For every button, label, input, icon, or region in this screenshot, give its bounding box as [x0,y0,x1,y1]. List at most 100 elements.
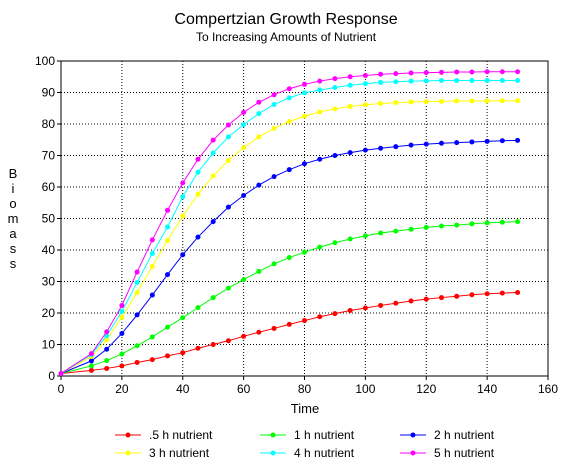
data-point [347,103,353,109]
data-point [347,74,353,80]
data-point [362,147,368,153]
data-point [225,134,231,140]
data-point [378,230,384,236]
data-point [210,295,216,301]
data-point [180,350,186,356]
data-point [484,98,490,104]
data-point [515,69,521,75]
data-point [484,78,490,84]
y-tick-label: 10 [42,338,56,352]
legend-label: 3 h nutrient [149,446,210,460]
y-tick-label: 0 [48,369,55,383]
data-point [149,334,155,340]
series-line [60,80,518,374]
data-point [134,269,140,275]
data-point [104,365,110,371]
data-point [515,219,521,225]
data-point [378,79,384,85]
data-point [423,99,429,105]
series-4 [58,78,521,376]
data-point [134,343,140,349]
data-point [378,145,384,151]
data-point [195,305,201,311]
data-point [302,113,307,119]
data-point [454,98,460,104]
data-point [149,237,155,243]
data-point [317,314,323,320]
data-point [302,161,307,167]
data-point [515,98,521,104]
data-point [393,300,399,306]
data-point [225,285,231,291]
series-line [60,100,518,374]
data-point [286,86,292,92]
data-point [393,144,399,150]
data-point [423,224,429,230]
data-point [104,346,110,352]
data-point [149,250,155,256]
data-point [423,78,429,84]
y-label-char: a [9,226,17,241]
data-point [469,139,475,145]
data-point [362,72,368,78]
data-point [149,263,155,269]
data-point [104,358,110,364]
chart-subtitle: To Increasing Amounts of Nutrient [196,30,377,44]
data-point [271,325,277,331]
y-label-char: i [12,181,15,196]
data-point [408,70,414,76]
series-line [60,292,518,374]
data-point [180,252,186,258]
data-point [438,69,444,75]
data-point [393,100,399,106]
data-point [469,98,475,104]
data-point [408,99,414,105]
data-point [362,305,368,311]
data-point [165,324,171,330]
data-point [286,167,292,173]
data-point [225,158,231,164]
legend-marker [270,450,276,456]
data-point [347,82,353,88]
data-point [499,78,505,84]
data-point [241,277,247,283]
data-point [241,333,247,339]
data-point [408,78,414,84]
legend-marker [410,432,416,438]
data-point [256,134,262,140]
data-point [438,140,444,146]
data-point [332,153,338,158]
y-label-char: o [9,196,16,211]
legend-marker [125,450,131,456]
y-label-char: s [10,256,17,271]
data-point [256,111,262,117]
data-point [286,321,292,327]
data-point [484,138,490,144]
data-point [499,98,505,104]
data-point [438,98,444,104]
data-point [302,81,307,87]
y-tick-label: 80 [42,117,56,131]
data-point [119,351,125,357]
data-point [119,308,125,314]
data-point [347,150,353,156]
y-tick-label: 100 [35,54,55,68]
legend-label: 2 h nutrient [434,428,495,442]
y-tick-label: 70 [42,149,56,163]
data-point [180,213,186,219]
data-point [271,92,277,98]
data-point [332,84,338,90]
data-point [165,238,171,244]
x-tick-label: 160 [538,382,558,396]
data-point [241,109,247,115]
data-point [347,236,353,242]
data-point [149,357,155,363]
series-line [60,71,518,374]
data-point [515,137,521,143]
data-point [469,78,475,84]
legend-marker [270,432,276,438]
data-point [362,233,368,239]
y-tick-label: 20 [42,306,56,320]
